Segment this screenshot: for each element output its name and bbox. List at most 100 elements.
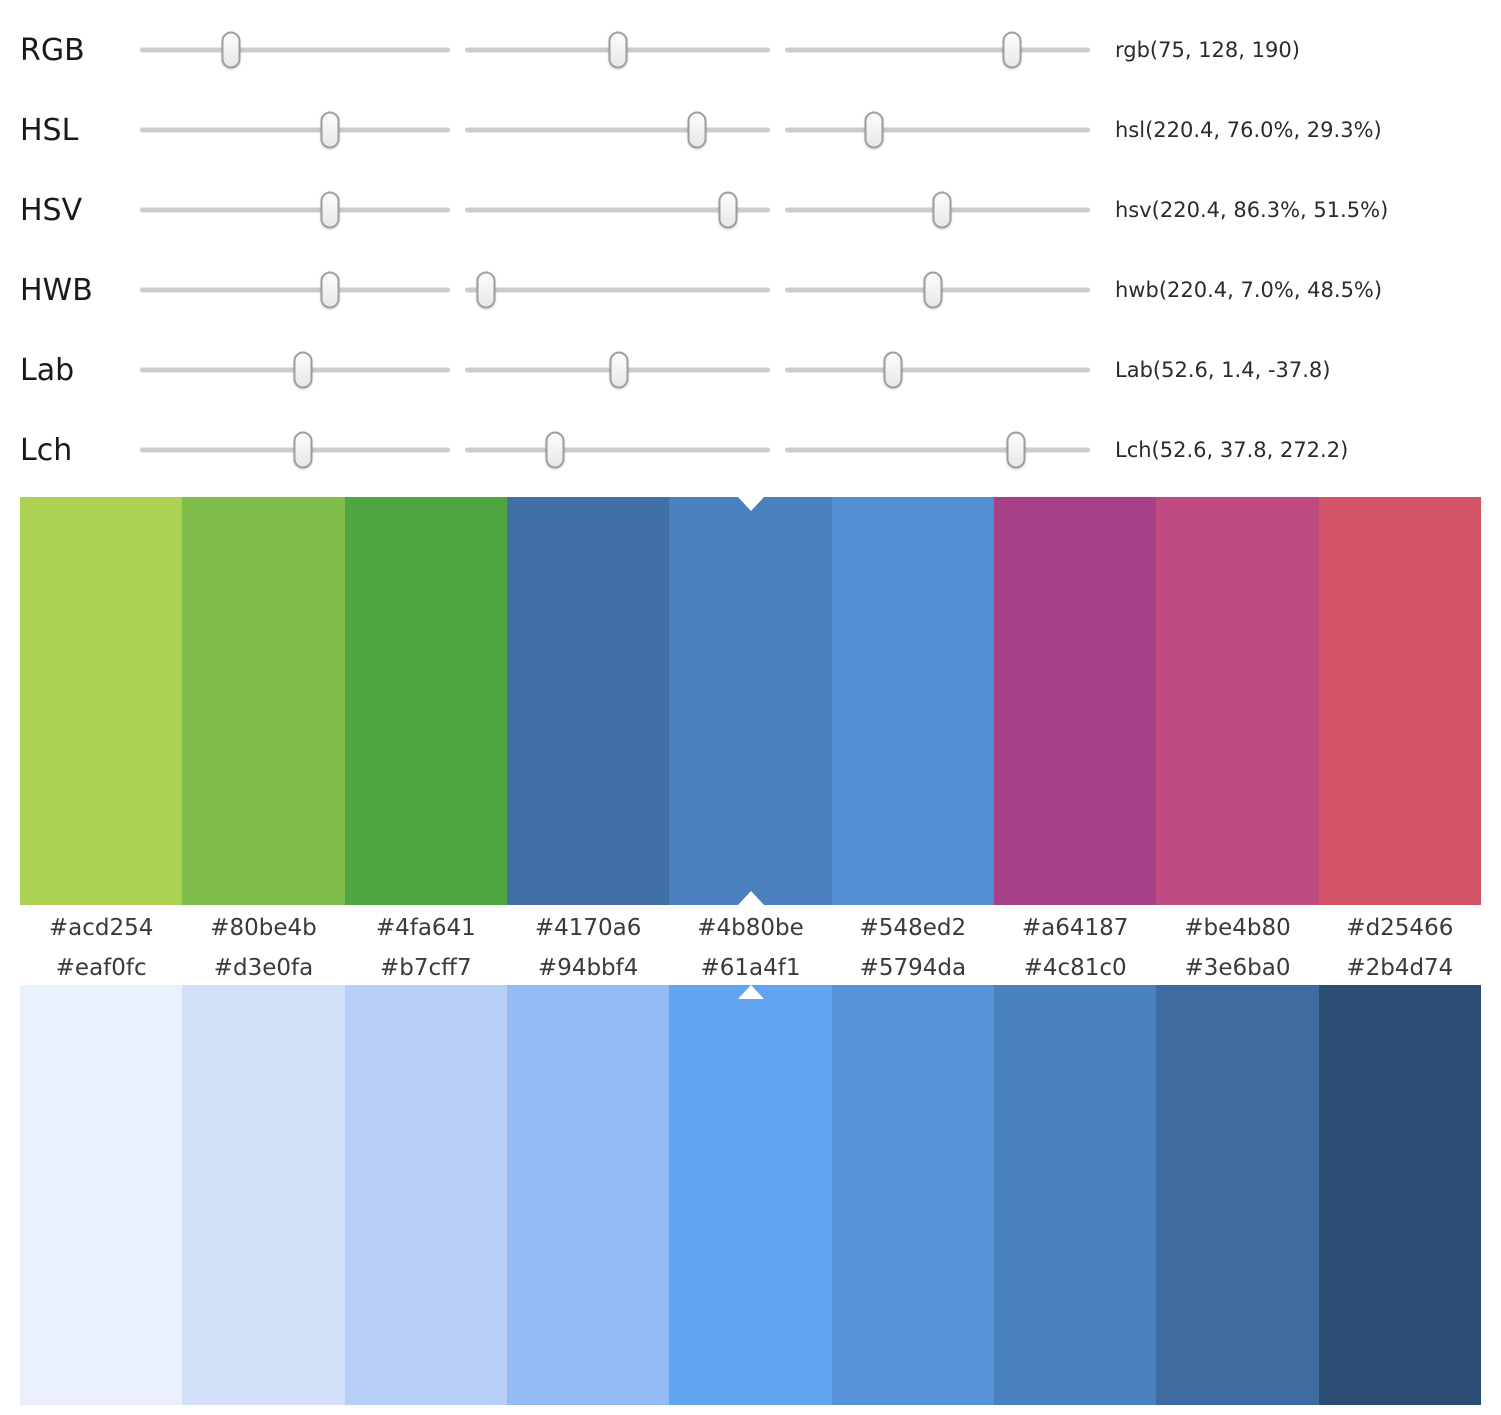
slider-track[interactable]: [785, 127, 1090, 133]
slider-row-lab: Lab Lab(52.6, 1.4, -37.8): [20, 330, 1481, 410]
color-value-hsl: hsl(220.4, 76.0%, 29.3%): [1115, 118, 1382, 142]
slider-thumb[interactable]: [1002, 31, 1022, 69]
scale-swatch-4[interactable]: [669, 985, 832, 1405]
hsv-slider-3[interactable]: [785, 182, 1090, 238]
slider-thumb[interactable]: [293, 431, 313, 469]
lch-slider-2[interactable]: [465, 422, 770, 478]
slider-track[interactable]: [140, 47, 450, 53]
scale-swatch-5[interactable]: [831, 985, 994, 1405]
hsv-slider-2[interactable]: [465, 182, 770, 238]
slider-thumb[interactable]: [864, 111, 884, 149]
slider-thumb[interactable]: [883, 351, 903, 389]
lab-slider-3[interactable]: [785, 342, 1090, 398]
slider-row-hsl: HSL hsl(220.4, 76.0%, 29.3%): [20, 90, 1481, 170]
slider-track[interactable]: [465, 287, 770, 293]
scale-swatch-6[interactable]: [993, 985, 1157, 1405]
rgb-slider-2[interactable]: [465, 22, 770, 78]
color-value-rgb: rgb(75, 128, 190): [1115, 38, 1300, 62]
scale-swatch-0[interactable]: [20, 985, 183, 1405]
slider-thumb[interactable]: [932, 191, 952, 229]
scale-swatch-3[interactable]: [506, 985, 670, 1405]
slider-thumb[interactable]: [687, 111, 707, 149]
slider-thumb[interactable]: [320, 271, 340, 309]
hsl-slider-2[interactable]: [465, 102, 770, 158]
palette-swatch-1[interactable]: [182, 497, 345, 905]
slider-thumb[interactable]: [923, 271, 943, 309]
hsl-slider-1[interactable]: [140, 102, 450, 158]
palette-selection-notch-bottom: [737, 891, 764, 905]
slider-row-label-hsl: HSL: [20, 112, 79, 148]
hwb-slider-1[interactable]: [140, 262, 450, 318]
lab-slider-1[interactable]: [140, 342, 450, 398]
slider-thumb[interactable]: [476, 271, 496, 309]
scale-strip: [20, 985, 1481, 1405]
slider-track[interactable]: [140, 287, 450, 293]
lch-slider-3[interactable]: [785, 422, 1090, 478]
lch-slider-1[interactable]: [140, 422, 450, 478]
slider-track[interactable]: [465, 207, 770, 213]
scale-hex-label-0: #eaf0fc: [55, 955, 147, 981]
slider-track[interactable]: [140, 127, 450, 133]
slider-thumb[interactable]: [718, 191, 738, 229]
slider-row-hsv: HSV hsv(220.4, 86.3%, 51.5%): [20, 170, 1481, 250]
hwb-slider-2[interactable]: [465, 262, 770, 318]
scale-swatch-2[interactable]: [344, 985, 507, 1405]
slider-row-rgb: RGB rgb(75, 128, 190): [20, 10, 1481, 90]
scale-swatch-8[interactable]: [1318, 985, 1481, 1405]
hwb-slider-3[interactable]: [785, 262, 1090, 318]
scale-hex-label-4: #61a4f1: [700, 955, 801, 981]
slider-row-label-lab: Lab: [20, 352, 75, 388]
rgb-slider-3[interactable]: [785, 22, 1090, 78]
slider-track[interactable]: [140, 207, 450, 213]
slider-thumb[interactable]: [320, 191, 340, 229]
scale-hex-label-5: #5794da: [859, 955, 967, 981]
palette-swatch-7[interactable]: [1156, 497, 1319, 905]
hsv-slider-1[interactable]: [140, 182, 450, 238]
slider-track[interactable]: [785, 447, 1090, 453]
palette-hex-label-1: #80be4b: [210, 915, 317, 941]
palette-strip: [20, 497, 1481, 905]
palette-swatch-3[interactable]: [506, 497, 670, 905]
slider-thumb[interactable]: [320, 111, 340, 149]
palette-hex-label-6: #a64187: [1021, 915, 1129, 941]
palette-hex-labels: #acd254 #80be4b #4fa641 #4170a6 #4b80be #548e…: [20, 905, 1481, 951]
palette-hex-label-3: #4170a6: [534, 915, 642, 941]
slider-thumb[interactable]: [608, 31, 628, 69]
hsl-slider-3[interactable]: [785, 102, 1090, 158]
slider-thumb[interactable]: [1006, 431, 1026, 469]
slider-row-label-lch: Lch: [20, 432, 73, 468]
slider-row-lch: Lch Lch(52.6, 37.8, 272.2): [20, 410, 1481, 490]
palette-swatch-8[interactable]: [1318, 497, 1481, 905]
scale-selection-notch-top: [737, 985, 764, 999]
palette-hex-label-8: #d25466: [1346, 915, 1454, 941]
palette-hex-label-0: #acd254: [48, 915, 154, 941]
palette-swatch-2[interactable]: [344, 497, 507, 905]
slider-thumb[interactable]: [609, 351, 629, 389]
slider-thumb[interactable]: [293, 351, 313, 389]
slider-thumb[interactable]: [545, 431, 565, 469]
scale-hex-label-1: #d3e0fa: [213, 955, 314, 981]
slider-track[interactable]: [785, 367, 1090, 373]
scale-hex-label-6: #4c81c0: [1023, 955, 1127, 981]
slider-track[interactable]: [785, 47, 1090, 53]
slider-thumb[interactable]: [221, 31, 241, 69]
slider-panel: RGB rgb(75, 128, 190) HSL hsl(220.4, 76.0%,…: [20, 10, 1481, 490]
lab-slider-2[interactable]: [465, 342, 770, 398]
slider-row-hwb: HWB hwb(220.4, 7.0%, 48.5%): [20, 250, 1481, 330]
scale-swatch-7[interactable]: [1156, 985, 1319, 1405]
palette-hex-label-5: #548ed2: [859, 915, 967, 941]
scale-swatch-1[interactable]: [182, 985, 345, 1405]
slider-row-label-rgb: RGB: [20, 32, 85, 68]
palette-swatch-5[interactable]: [831, 497, 994, 905]
slider-track[interactable]: [465, 447, 770, 453]
rgb-slider-1[interactable]: [140, 22, 450, 78]
palette-swatch-4[interactable]: [669, 497, 832, 905]
slider-row-label-hwb: HWB: [20, 272, 93, 308]
scale-hex-label-3: #94bbf4: [537, 955, 639, 981]
palette-swatch-0[interactable]: [20, 497, 183, 905]
slider-track[interactable]: [465, 127, 770, 133]
scale-hex-label-7: #3e6ba0: [1184, 955, 1291, 981]
palette-swatch-6[interactable]: [993, 497, 1157, 905]
scale-hex-label-8: #2b4d74: [1346, 955, 1454, 981]
